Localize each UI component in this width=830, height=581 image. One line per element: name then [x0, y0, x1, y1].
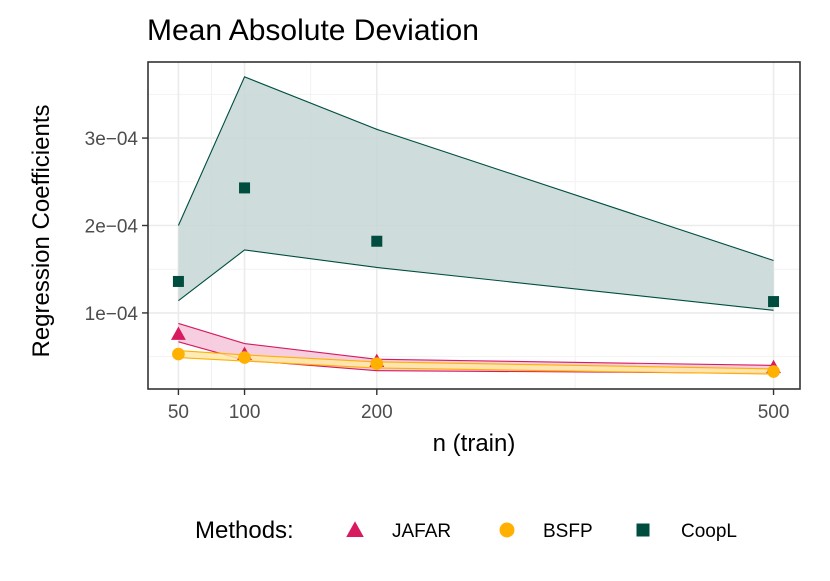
x-axis: 50 100 200 500 — [168, 389, 790, 423]
legend-jafar-label: JAFAR — [392, 521, 451, 542]
coopl-point — [768, 296, 780, 308]
coopl-point — [239, 182, 251, 194]
coopl-point — [172, 275, 184, 287]
chart-title: Mean Absolute Deviation — [147, 14, 479, 47]
x-axis-title: n (train) — [433, 430, 516, 457]
bsfp-point — [238, 351, 251, 364]
bsfp-upper-line — [178, 349, 774, 370]
coopl-point — [371, 235, 383, 247]
coopl-ribbon — [178, 76, 774, 311]
legend: Methods: JAFAR BSFP CoopL — [195, 517, 737, 544]
y-tick-label: 3e−04 — [85, 129, 139, 150]
jafar-upper-line — [178, 322, 774, 366]
x-tick-label: 200 — [361, 402, 393, 423]
y-tick-label: 1e−04 — [85, 304, 139, 325]
coopl-upper-line — [177, 76, 774, 261]
legend-jafar-key — [346, 521, 364, 538]
bsfp-lower-line — [178, 356, 774, 375]
y-axis: 1e−04 2e−04 3e−04 — [85, 129, 148, 325]
plot-panel — [147, 61, 801, 390]
y-axis-title: Regression Coefficients — [28, 104, 55, 357]
legend-title: Methods: — [195, 517, 294, 544]
y-tick-label: 2e−04 — [85, 217, 139, 238]
legend-coopl-label: CoopL — [681, 521, 737, 542]
legend-bsfp-key — [499, 522, 515, 538]
bsfp-point — [767, 365, 780, 378]
x-tick-label: 100 — [229, 402, 261, 423]
bsfp-point — [172, 347, 185, 361]
x-tick-label: 50 — [168, 402, 189, 423]
bsfp-ribbon — [178, 350, 774, 375]
legend-bsfp-label: BSFP — [543, 521, 593, 542]
jafar-point — [170, 326, 186, 340]
legend-coopl-key — [636, 523, 650, 537]
x-tick-label: 500 — [758, 402, 790, 423]
jafar-lower-line — [178, 341, 774, 374]
coopl-lower-line — [178, 249, 774, 311]
bsfp-point — [370, 357, 384, 370]
